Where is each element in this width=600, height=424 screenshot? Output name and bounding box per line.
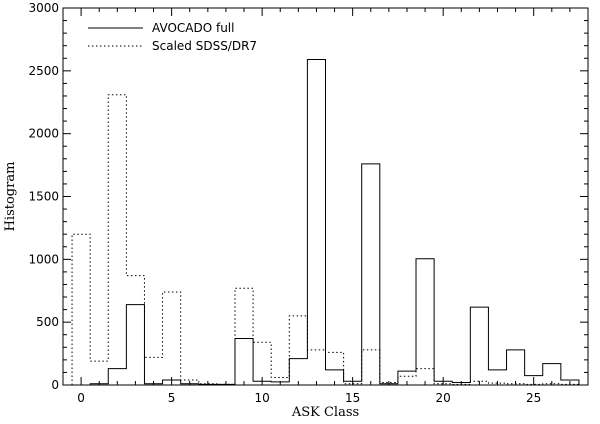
series-line-avocado-full	[72, 59, 580, 386]
y-tick-label: 1000	[28, 252, 59, 266]
x-tick-label: 0	[77, 391, 85, 405]
y-tick-label: 1500	[28, 190, 59, 204]
legend: AVOCADO full Scaled SDSS/DR7	[88, 21, 257, 53]
y-tick-label: 2000	[28, 127, 59, 141]
series-layer	[71, 59, 580, 386]
series-line-scaled-sdss-dr7	[71, 94, 580, 385]
x-tick-label: 15	[345, 391, 360, 405]
x-tick-label: 25	[526, 391, 541, 405]
y-tick-label: 500	[36, 315, 59, 329]
legend-label-scaled-sdss-dr7: Scaled SDSS/DR7	[152, 39, 257, 53]
x-tick-label: 10	[254, 391, 269, 405]
x-axis-label: ASK Class	[291, 405, 359, 420]
x-tick-label: 20	[436, 391, 451, 405]
y-tick-label: 0	[51, 378, 59, 392]
y-axis-label: Histogram	[3, 162, 18, 232]
y-axis-ticks: 0 500 1000 1500 2000 2500 3000	[28, 1, 588, 392]
y-tick-label: 2500	[28, 64, 59, 78]
x-axis-ticks: 0 5 10 15 20 25	[62, 8, 589, 405]
x-tick-label: 5	[168, 391, 176, 405]
legend-label-avocado-full: AVOCADO full	[152, 21, 234, 35]
y-tick-label: 3000	[28, 1, 59, 15]
